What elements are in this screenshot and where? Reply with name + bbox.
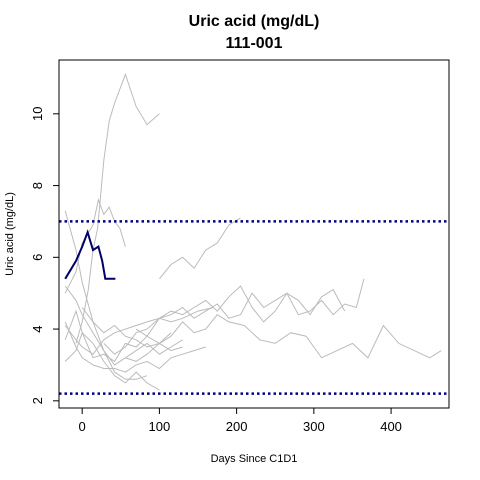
background-series-line-3 [64, 285, 183, 366]
background-series-line-8 [103, 278, 365, 355]
background-series-line-13 [81, 307, 183, 352]
background-series-line-10 [135, 285, 346, 337]
x-axis-label: Days Since C1D1 [211, 453, 298, 465]
background-series-line-6 [64, 321, 206, 373]
chart-title: Uric acid (mg/dL) [189, 13, 320, 30]
y-tick-label: 10 [30, 107, 45, 121]
x-tick-label: 400 [380, 419, 402, 434]
y-axis-label: Uric acid (mg/dL) [4, 192, 16, 276]
background-series-line-4 [64, 309, 172, 363]
background-series-line-1 [64, 307, 214, 355]
x-tick-label: 300 [303, 419, 325, 434]
background-series-line-7 [75, 72, 160, 344]
background-series-line-12 [64, 331, 160, 391]
background-series-line-11 [159, 217, 241, 280]
background-series-line-9 [125, 314, 442, 362]
y-tick-label: 2 [30, 397, 45, 404]
y-tick-label: 8 [30, 182, 45, 189]
y-tick-label: 4 [30, 325, 45, 332]
highlight-series-line [64, 229, 116, 280]
background-series-group [64, 72, 442, 391]
y-tick-label: 6 [30, 254, 45, 261]
highlight-series-group [64, 229, 116, 280]
chart-subtitle: 111-001 [226, 35, 283, 52]
reference-lines-group [59, 220, 449, 395]
x-tick-label: 0 [79, 419, 86, 434]
background-series-line-5 [64, 198, 126, 294]
x-tick-label: 200 [226, 419, 248, 434]
x-axis: 0 100 200 300 400 [79, 407, 402, 434]
y-axis: 2 4 6 8 10 [30, 107, 60, 404]
x-tick-label: 100 [149, 419, 171, 434]
